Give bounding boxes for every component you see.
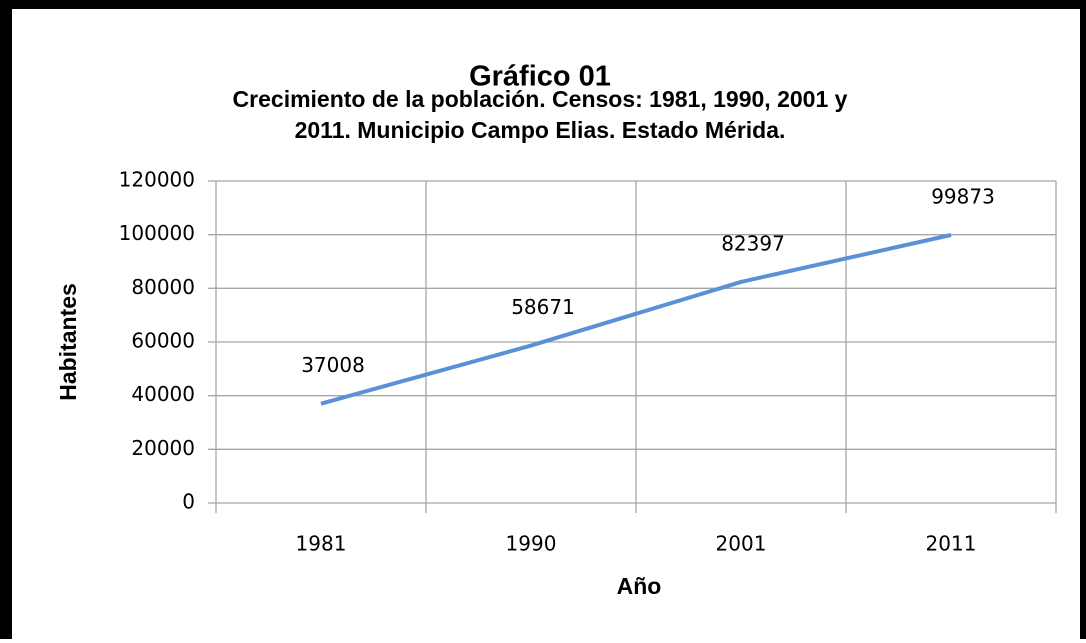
y-tick-label: 120000 bbox=[119, 168, 195, 192]
data-label: 82397 bbox=[721, 231, 785, 255]
y-tick-label: 20000 bbox=[131, 436, 195, 460]
y-axis-label: Habitantes bbox=[55, 283, 81, 401]
x-tick-label: 2011 bbox=[926, 532, 977, 556]
x-tick-label: 1990 bbox=[506, 532, 557, 556]
y-tick-label: 40000 bbox=[131, 382, 195, 406]
x-tick-label: 1981 bbox=[296, 532, 347, 556]
background bbox=[12, 9, 1080, 643]
data-line bbox=[320, 233, 952, 406]
y-tick-label: 100000 bbox=[119, 221, 195, 245]
y-tick-label: 0 bbox=[182, 490, 195, 514]
data-label: 58671 bbox=[511, 295, 575, 319]
x-tick-label: 2001 bbox=[716, 532, 767, 556]
chart-title: Gráfico 01 bbox=[469, 61, 611, 93]
y-tick-label: 60000 bbox=[131, 329, 195, 353]
data-label: 99873 bbox=[931, 185, 995, 209]
data-label: 37008 bbox=[301, 353, 365, 377]
x-axis-label: Año bbox=[617, 573, 662, 599]
y-tick-label: 80000 bbox=[131, 275, 195, 299]
chart-subtitle: Crecimiento de la población. Censos: 198… bbox=[233, 86, 848, 112]
chart-subtitle: 2011. Municipio Campo Elias. Estado Méri… bbox=[295, 117, 786, 143]
